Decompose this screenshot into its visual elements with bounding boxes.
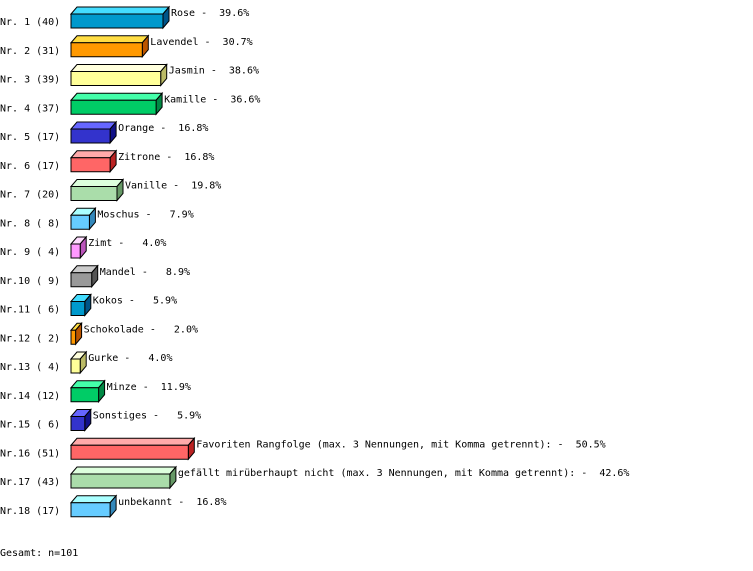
value-label: Zitrone - 16.8% [118,152,214,163]
bar-top [69,466,177,475]
row-label: Nr.17 (43) [0,477,60,488]
row-label: Nr.14 (12) [0,391,60,402]
bar-top [69,64,168,72]
bar-top [69,6,171,15]
row-label: Nr.16 (51) [0,448,60,459]
bar [70,444,189,460]
row-label: Nr. 9 ( 4) [0,247,60,258]
row-label: Nr.11 ( 6) [0,305,60,316]
bar-top [69,150,118,159]
value-label: Gurke - 4.0% [88,353,172,364]
bar [70,387,100,403]
bar-top [69,35,150,44]
row-label: Nr. 1 (40) [0,17,60,28]
value-label: Sonstiges - 5.9% [93,411,201,422]
bar [70,42,143,58]
value-label: Kokos - 5.9% [93,296,177,307]
row-label: Nr. 7 (20) [0,190,60,201]
row-label: Nr.13 ( 4) [0,362,60,373]
value-label: Moschus - 7.9% [97,209,193,220]
bar-top [69,121,118,130]
value-label: Mandel - 8.9% [100,267,190,278]
bar [70,186,118,201]
value-label: gefällt mirüberhaupt nicht (max. 3 Nennu… [178,468,630,479]
bar [70,329,77,345]
bar [70,214,90,230]
value-label: Schokolade - 2.0% [84,324,198,335]
value-label: Rose - 39.6% [171,8,249,19]
bar [70,358,81,374]
value-label: Zimt - 4.0% [88,238,166,249]
bar [70,502,111,518]
row-label: Nr. 2 (31) [0,46,60,57]
value-label: Lavendel - 30.7% [150,37,252,48]
bar [70,71,162,86]
value-label: Kamille - 36.6% [164,94,260,105]
total-count: Gesamt: n=101 [0,548,79,559]
row-label: Nr. 6 (17) [0,161,60,172]
row-label: Nr. 4 (37) [0,103,60,114]
bar [70,13,164,29]
bar-top [69,495,118,504]
bar [70,416,86,431]
value-label: Favoriten Rangfolge (max. 3 Nennungen, m… [196,439,605,450]
value-label: unbekannt - 16.8% [118,497,226,508]
value-label: Vanille - 19.8% [125,181,221,192]
bar [70,473,171,489]
bar [70,157,111,173]
bar-top [69,92,164,101]
row-label: Nr.10 ( 9) [0,276,60,287]
row-label: Nr.15 ( 6) [0,420,60,431]
bar [70,243,81,259]
bar [70,272,93,288]
row-label: Nr.18 (17) [0,506,60,517]
row-label: Nr. 3 (39) [0,75,60,86]
value-label: Minze - 11.9% [107,382,191,393]
row-label: Nr. 5 (17) [0,132,60,143]
row-label: Nr.12 ( 2) [0,333,60,344]
bar-top [69,179,125,187]
bar [70,99,157,115]
bar [70,301,86,316]
value-label: Orange - 16.8% [118,123,208,134]
row-label: Nr. 8 ( 8) [0,218,60,229]
bar [70,128,111,144]
bar-top [69,437,196,446]
value-label: Jasmin - 38.6% [169,66,259,77]
